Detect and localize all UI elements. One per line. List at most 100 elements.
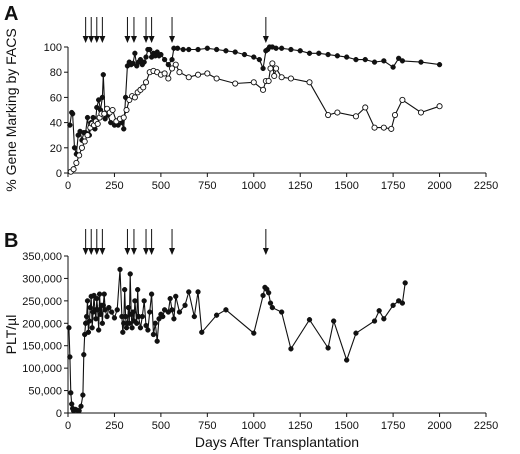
data-point	[120, 114, 127, 121]
data-point	[100, 72, 106, 78]
data-point	[158, 51, 164, 58]
data-point	[418, 59, 424, 65]
data-point	[104, 313, 110, 320]
arrow-head	[143, 248, 150, 255]
data-point	[213, 75, 220, 82]
data-point	[232, 49, 238, 55]
y-tick-label: 300,000	[22, 273, 62, 285]
arrow-head	[88, 36, 95, 43]
data-point	[87, 304, 93, 311]
y-tick-label: 0	[56, 408, 62, 420]
data-point	[125, 304, 132, 311]
panel-a: 0 250 500 750 1000 1250 1500 1750 2000 2250 0 20 40 6…	[3, 3, 498, 192]
data-point	[213, 312, 220, 318]
x-tick-label: 0	[65, 180, 71, 192]
y-tick-label: 100,000	[22, 363, 62, 375]
data-point	[161, 56, 168, 63]
data-point	[89, 325, 95, 331]
arrow-head	[262, 248, 269, 255]
arrow-head	[99, 36, 106, 43]
series-filled	[67, 44, 443, 157]
data-point	[278, 309, 285, 315]
data-point	[176, 69, 183, 76]
data-point	[306, 317, 313, 323]
data-point	[380, 124, 387, 131]
y-tick-label: 50,000	[28, 386, 62, 398]
arrow-marker	[262, 229, 269, 255]
data-point	[101, 291, 107, 297]
x-tick-label: 1250	[288, 180, 312, 192]
data-point	[147, 46, 153, 53]
data-point	[381, 316, 387, 322]
data-point	[122, 313, 129, 320]
data-point	[391, 111, 399, 119]
data-point	[402, 280, 408, 286]
y-tick-label: 80	[50, 67, 62, 79]
data-point	[371, 318, 378, 324]
data-point	[273, 45, 279, 51]
panel-b: 0 250 500 750 1000 1250 1500 1750 2000 2250 0 50,00…	[3, 229, 498, 450]
data-point	[195, 289, 201, 295]
data-point	[331, 318, 337, 324]
data-point	[381, 58, 387, 64]
arrow-marker	[169, 17, 176, 43]
data-point	[176, 309, 183, 315]
data-point	[139, 313, 145, 320]
data-point	[99, 94, 106, 101]
data-point	[66, 325, 72, 331]
arrow-head	[148, 36, 155, 43]
data-point	[417, 109, 425, 116]
data-point	[127, 271, 133, 277]
arrow-marker	[88, 229, 95, 255]
data-point	[143, 322, 149, 329]
data-point	[241, 51, 248, 58]
arrow-head	[262, 36, 269, 43]
data-point	[399, 300, 406, 306]
data-point	[267, 65, 274, 72]
data-point	[161, 70, 168, 77]
data-point	[388, 125, 395, 132]
data-point	[147, 309, 153, 315]
arrow-marker	[93, 17, 100, 43]
y-tick-label: 150,000	[22, 341, 62, 353]
data-point	[353, 330, 359, 336]
data-point	[213, 46, 220, 53]
data-point	[121, 126, 127, 132]
y-tick-label: 60	[50, 92, 62, 104]
data-point	[371, 59, 378, 65]
x-tick-label: 750	[198, 180, 216, 192]
arrow-head	[82, 248, 89, 255]
data-point	[167, 295, 173, 302]
data-point	[376, 308, 382, 314]
data-point	[97, 311, 104, 317]
data-point	[204, 45, 210, 51]
y-tick-label: 100	[44, 42, 62, 54]
data-point	[171, 316, 177, 322]
x-tick-label: 2000	[427, 180, 451, 192]
data-point	[122, 286, 128, 293]
x-tick-label: 1500	[334, 420, 358, 432]
data-point	[390, 64, 396, 70]
data-point	[137, 56, 144, 63]
arrow-marker	[99, 229, 106, 255]
data-point	[186, 46, 192, 53]
data-point	[288, 46, 294, 53]
arrow-marker	[143, 17, 150, 43]
data-point	[199, 329, 205, 335]
data-point	[96, 97, 102, 103]
data-point	[131, 94, 138, 101]
x-tick-label: 250	[105, 420, 123, 432]
data-point	[169, 307, 175, 313]
data-point	[76, 408, 82, 414]
data-point	[150, 331, 157, 338]
data-point	[204, 70, 211, 77]
data-point	[399, 96, 406, 103]
data-point	[76, 152, 83, 159]
arrow-head	[99, 248, 106, 255]
x-tick-label: 2250	[474, 420, 498, 432]
data-point	[94, 120, 101, 127]
data-point	[267, 300, 274, 306]
data-point	[67, 122, 73, 128]
data-point	[111, 315, 118, 321]
